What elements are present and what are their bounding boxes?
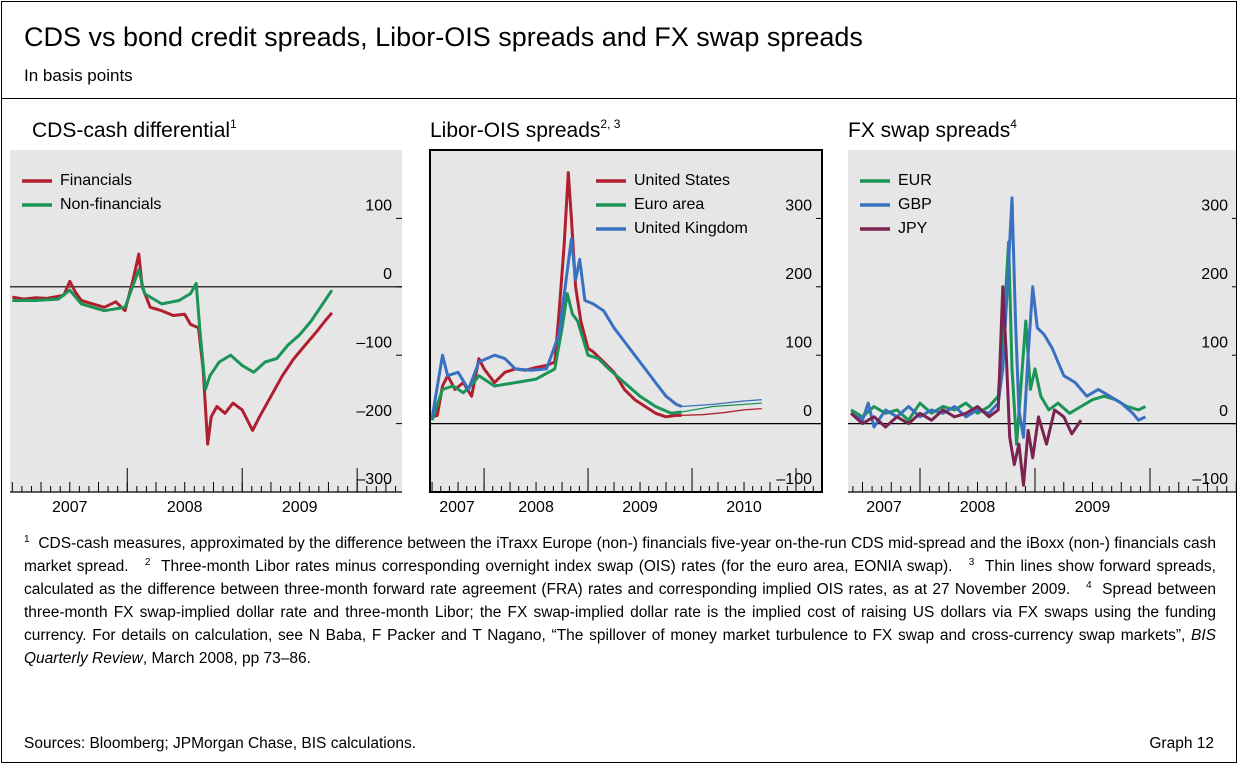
y-tick-label: –100 [356, 334, 392, 351]
panel-title-note: 2, 3 [600, 117, 620, 131]
note: Three-month Libor rates minus correspond… [160, 558, 953, 575]
footnotes: 1 CDS-cash measures, approximated by the… [24, 532, 1216, 670]
y-tick-label: 300 [1201, 198, 1228, 215]
series-line [850, 240, 1147, 446]
panel-title-text: Libor-OIS spreads [430, 119, 600, 142]
x-tick-label: 2010 [726, 499, 762, 516]
forward-line [681, 399, 762, 408]
note-mark: 2 [144, 557, 151, 568]
legend-label: Financials [60, 172, 132, 189]
x-tick-label: 2008 [960, 499, 996, 516]
legend-label: United States [634, 172, 730, 189]
legend-label: EUR [898, 172, 932, 189]
y-tick-label: –200 [356, 403, 392, 420]
series-line [850, 196, 1147, 439]
forward-line [681, 407, 762, 417]
note-mark: 3 [968, 557, 975, 568]
y-tick-label: 300 [785, 198, 812, 215]
panel-title-note: 4 [1010, 117, 1017, 131]
legend-label: GBP [898, 196, 932, 213]
series-line [849, 285, 1083, 487]
y-tick-label: 100 [365, 198, 392, 215]
note: , March 2008, pp 73–86. [142, 650, 311, 667]
y-tick-label: 100 [785, 334, 812, 351]
y-tick-label: 100 [1201, 334, 1228, 351]
y-tick-label: –100 [776, 471, 812, 488]
x-tick-label: 2009 [282, 499, 318, 516]
plot-area [429, 149, 823, 493]
separator [2, 98, 1236, 99]
x-tick-label: 2009 [1075, 499, 1111, 516]
legend-label: JPY [898, 220, 928, 237]
panel-title-note: 1 [230, 117, 237, 131]
y-tick-label: 0 [383, 266, 392, 283]
note: Thin lines show forward spreads, calcula… [24, 558, 1216, 598]
legend-label: United Kingdom [634, 220, 748, 237]
title: CDS vs bond credit spreads, Libor-OIS sp… [24, 22, 863, 52]
subtitle: In basis points [24, 66, 133, 85]
y-tick-label: 200 [785, 266, 812, 283]
panel-title: FX swap spreads4 [848, 117, 1017, 142]
series-line [12, 252, 334, 446]
series-line [12, 268, 334, 391]
legend-label: Euro area [634, 196, 704, 213]
note-mark: 4 [1086, 580, 1092, 591]
note-italic: BIS Quarterly Review [24, 627, 1217, 667]
panel-title: Libor-OIS spreads2, 3 [430, 117, 621, 142]
panel-title-text: CDS-cash differential [32, 119, 230, 142]
y-tick-label: 0 [803, 403, 812, 420]
plot-area [848, 150, 1236, 492]
forward-line [681, 402, 762, 413]
y-tick-label: 0 [1219, 403, 1228, 420]
y-tick-label: 200 [1201, 266, 1228, 283]
x-tick-label: 2009 [622, 499, 658, 516]
panel-title: CDS-cash differential1 [32, 117, 237, 142]
note-mark: 1 [24, 534, 30, 545]
x-tick-label: 2007 [439, 499, 475, 516]
sources: Sources: Bloomberg; JPMorgan Chase, BIS … [24, 735, 416, 752]
x-tick-label: 2007 [52, 499, 88, 516]
charts: CDS-cash differential1–300–200–100010020… [10, 117, 1236, 516]
x-tick-label: 2007 [866, 499, 902, 516]
note: CDS-cash measures, approximated by the d… [24, 535, 1216, 575]
y-tick-label: –300 [356, 471, 392, 488]
x-tick-label: 2008 [167, 499, 203, 516]
series-line [430, 237, 683, 419]
x-tick-label: 2008 [518, 499, 554, 516]
panel-title-text: FX swap spreads [848, 119, 1010, 142]
legend-label: Non-financials [60, 196, 161, 213]
note: Spread between three-month FX swap-impli… [24, 581, 1217, 644]
y-tick-label: –100 [1192, 471, 1228, 488]
graph-label: Graph 12 [1149, 735, 1214, 752]
